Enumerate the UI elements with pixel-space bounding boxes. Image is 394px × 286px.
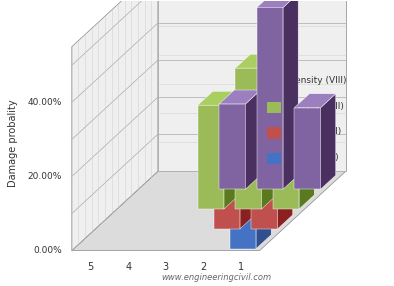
Text: 0.00%: 0.00%: [33, 246, 62, 255]
Bar: [268, 102, 281, 113]
Polygon shape: [230, 182, 256, 249]
Polygon shape: [219, 90, 260, 104]
Polygon shape: [299, 147, 314, 209]
Polygon shape: [294, 108, 321, 189]
Text: 3: 3: [163, 262, 169, 272]
Polygon shape: [251, 166, 278, 229]
Polygon shape: [214, 173, 240, 229]
Text: Intensity (VI): Intensity (VI): [283, 127, 341, 136]
Text: Damage probality: Damage probality: [8, 99, 18, 187]
Polygon shape: [198, 105, 224, 209]
Polygon shape: [283, 0, 298, 189]
Text: 40.00%: 40.00%: [28, 98, 62, 107]
Text: Intensity (VII): Intensity (VII): [283, 102, 344, 111]
Polygon shape: [245, 90, 260, 189]
Polygon shape: [224, 91, 239, 209]
Polygon shape: [257, 0, 298, 7]
Text: Intensity (V): Intensity (V): [283, 153, 339, 162]
Bar: [268, 128, 281, 139]
Polygon shape: [262, 54, 277, 209]
Polygon shape: [240, 159, 255, 229]
Polygon shape: [257, 7, 283, 189]
Text: www.engineeringcivil.com: www.engineeringcivil.com: [162, 273, 271, 282]
Polygon shape: [219, 104, 245, 189]
Polygon shape: [230, 168, 271, 182]
Bar: [268, 76, 281, 88]
Polygon shape: [256, 168, 271, 249]
Polygon shape: [198, 91, 239, 105]
Polygon shape: [294, 94, 336, 108]
Text: 1: 1: [238, 262, 244, 272]
Text: Intensity (VIII): Intensity (VIII): [283, 76, 347, 85]
Polygon shape: [235, 68, 262, 209]
Polygon shape: [321, 94, 336, 189]
Bar: [268, 153, 281, 164]
Polygon shape: [158, 0, 346, 171]
Text: 4: 4: [125, 262, 131, 272]
Polygon shape: [72, 171, 346, 251]
Polygon shape: [273, 161, 299, 209]
Polygon shape: [214, 159, 255, 173]
Polygon shape: [273, 147, 314, 161]
Polygon shape: [251, 152, 293, 166]
Text: 5: 5: [87, 262, 94, 272]
Polygon shape: [278, 152, 293, 229]
Text: 2: 2: [200, 262, 206, 272]
Polygon shape: [72, 0, 158, 251]
Text: 20.00%: 20.00%: [28, 172, 62, 181]
Polygon shape: [235, 54, 277, 68]
